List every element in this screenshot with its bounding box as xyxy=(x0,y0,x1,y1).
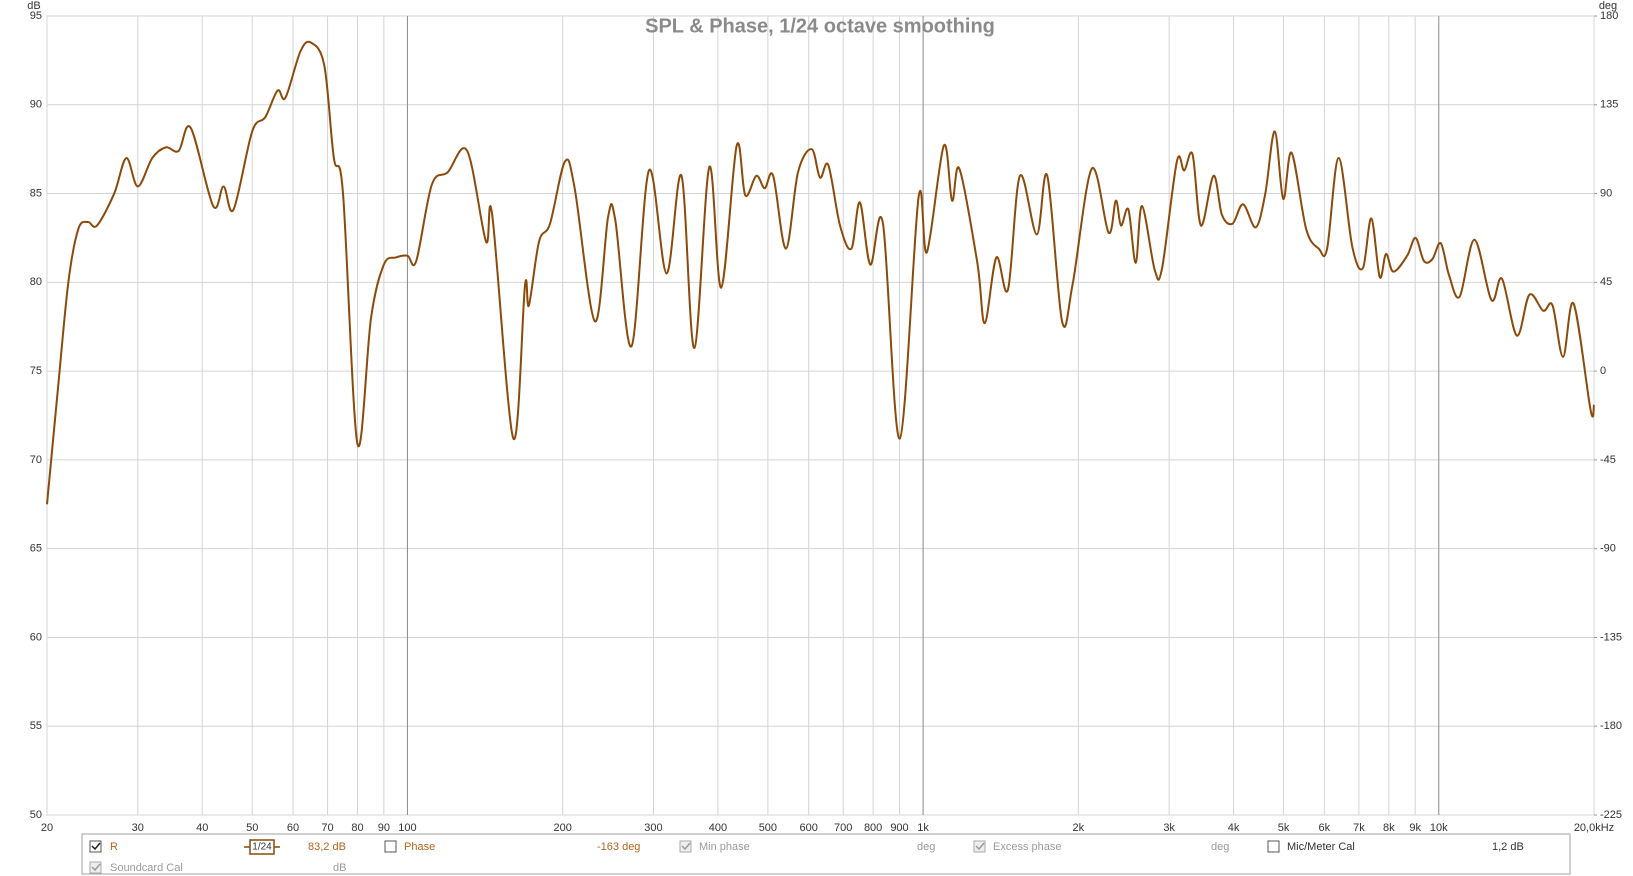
spl-readout: 83,2 dB xyxy=(308,841,346,853)
x-tick-label: 4k xyxy=(1228,822,1240,834)
check xyxy=(975,842,985,851)
x-tick-label: 10k xyxy=(1430,822,1448,834)
y2-tick-label: -45 xyxy=(1600,454,1616,466)
y-tick-label: 55 xyxy=(30,720,42,732)
y-tick-label: 95 xyxy=(30,10,42,22)
x-tick-label: 400 xyxy=(709,822,727,834)
x-tick-label: 200 xyxy=(553,822,571,834)
y2-tick-label: -180 xyxy=(1600,720,1622,732)
y2-tick-label: 90 xyxy=(1600,187,1612,199)
series-name: R xyxy=(110,841,118,853)
y2-tick-label: 0 xyxy=(1600,365,1606,377)
x-tick-label: 9k xyxy=(1409,822,1421,834)
y-tick-label: 90 xyxy=(30,99,42,111)
y2-tick-label: -225 xyxy=(1600,809,1622,821)
y-axis-label: dB xyxy=(27,0,40,12)
soundcard-cal-label: Soundcard Cal xyxy=(110,862,183,874)
x-tick-label: 8k xyxy=(1383,822,1395,834)
x-tick-label: 3k xyxy=(1163,822,1175,834)
checkbox-mic-cal[interactable] xyxy=(1267,840,1280,853)
y-tick-label: 50 xyxy=(30,809,42,821)
x-tick-label: 60 xyxy=(287,822,299,834)
excess-phase-unit: deg xyxy=(1211,841,1229,853)
x-tick-label: 50 xyxy=(246,822,258,834)
spl-line xyxy=(46,40,1595,505)
x-tick-label: 100 xyxy=(398,822,416,834)
checkbox-phase[interactable] xyxy=(384,840,397,853)
x-tick-label: 70 xyxy=(321,822,333,834)
plot-area xyxy=(46,15,1595,816)
x-tick-label: 1k xyxy=(917,822,929,834)
y-tick-label: 70 xyxy=(30,454,42,466)
y-tick-label: 85 xyxy=(30,187,42,199)
x-tick-label: 20,0kHz xyxy=(1574,822,1614,834)
x-tick-label: 300 xyxy=(644,822,662,834)
x-tick-label: 40 xyxy=(196,822,208,834)
phase-label: Phase xyxy=(404,841,435,853)
y2-tick-label: 45 xyxy=(1600,276,1612,288)
checkbox-excess-phase[interactable] xyxy=(973,840,986,853)
x-tick-label: 80 xyxy=(351,822,363,834)
y2-tick-label: -90 xyxy=(1600,543,1616,555)
grid xyxy=(46,15,1595,816)
x-tick-label: 20 xyxy=(41,822,53,834)
x-tick-label: 7k xyxy=(1353,822,1365,834)
x-tick-label: 90 xyxy=(378,822,390,834)
check xyxy=(681,842,691,851)
y2-axis-label: deg xyxy=(1599,0,1617,12)
smoothing-label: 1/24 xyxy=(252,842,272,853)
checkbox-min-phase[interactable] xyxy=(679,840,692,853)
x-tick-label: 6k xyxy=(1319,822,1331,834)
x-tick-label: 30 xyxy=(132,822,144,834)
checkbox-soundcard-cal[interactable] xyxy=(89,861,102,874)
y2-tick-label: -135 xyxy=(1600,631,1622,643)
min-phase-label: Min phase xyxy=(699,841,750,853)
excess-phase-label: Excess phase xyxy=(993,841,1061,853)
check xyxy=(91,863,101,872)
min-phase-unit: deg xyxy=(917,841,935,853)
y2-tick-label: 180 xyxy=(1600,10,1618,22)
x-tick-label: 700 xyxy=(834,822,852,834)
x-tick-label: 800 xyxy=(864,822,882,834)
legend-panel: R 1/24 83,2 dB Phase -163 deg Min phase … xyxy=(81,833,1571,875)
plot xyxy=(46,40,1595,505)
y-tick-label: 65 xyxy=(30,543,42,555)
check xyxy=(91,842,101,851)
soundcard-cal-unit: dB xyxy=(333,862,346,874)
y-tick-label: 60 xyxy=(30,631,42,643)
mic-cal-label: Mic/Meter Cal xyxy=(1287,841,1355,853)
smoothing-button[interactable] xyxy=(249,839,275,855)
x-tick-label: 500 xyxy=(759,822,777,834)
x-tick-label: 900 xyxy=(890,822,908,834)
x-tick-label: 5k xyxy=(1278,822,1290,834)
y2-tick-label: 135 xyxy=(1600,99,1618,111)
x-tick-label: 600 xyxy=(800,822,818,834)
panel-frame xyxy=(81,833,1571,875)
checkbox-r[interactable] xyxy=(89,840,102,853)
y-tick-label: 80 xyxy=(30,276,42,288)
mic-cal-readout: 1,2 dB xyxy=(1492,841,1524,853)
phase-readout: -163 deg xyxy=(597,841,640,853)
x-tick-label: 2k xyxy=(1073,822,1085,834)
y-tick-label: 75 xyxy=(30,365,42,377)
chart-title: SPL & Phase, 1/24 octave smoothing xyxy=(645,15,995,37)
